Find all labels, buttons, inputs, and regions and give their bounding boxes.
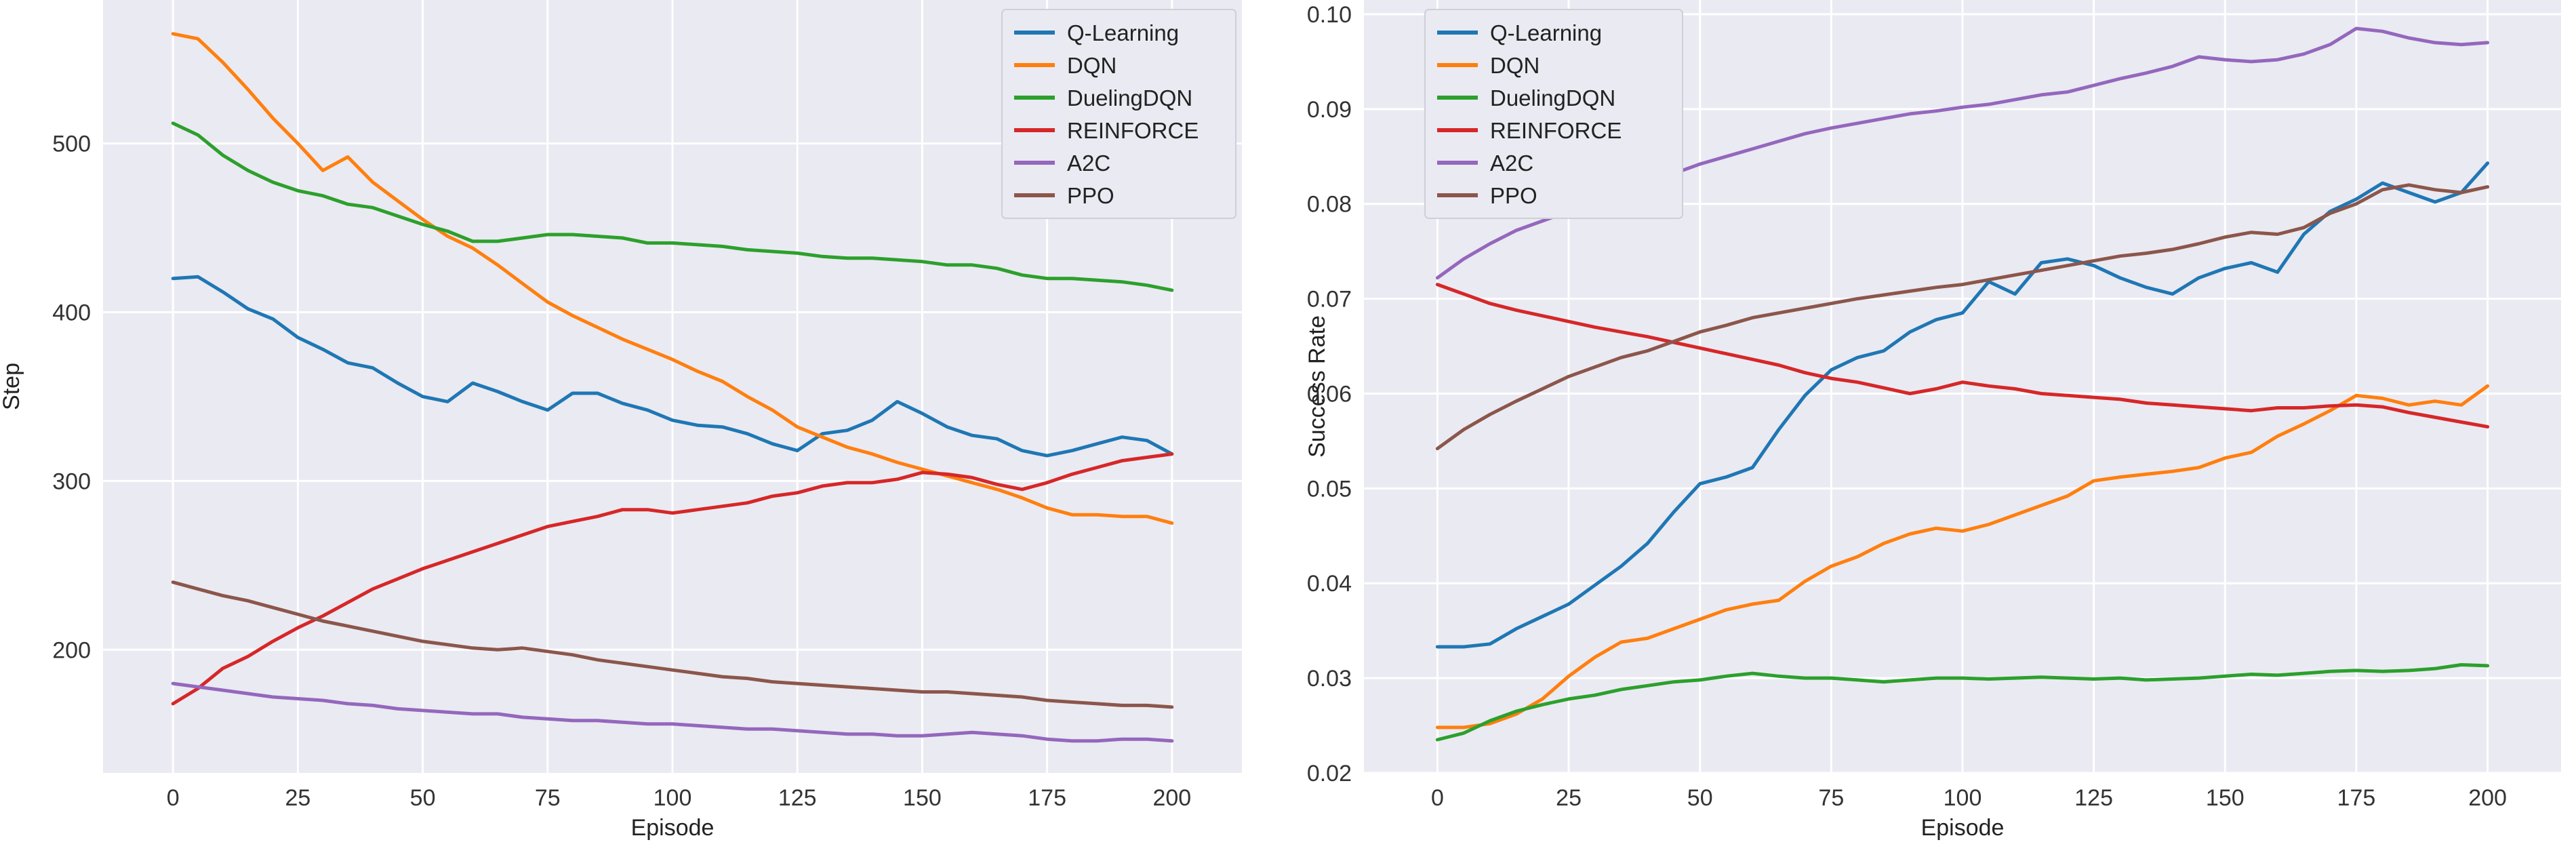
series-line-reinforce	[171, 452, 1174, 706]
series-line-dqn	[1435, 384, 2490, 730]
legend-label: REINFORCE	[1067, 118, 1199, 143]
series-line-dqn	[171, 32, 1174, 525]
x-tick-label: 0	[167, 785, 180, 811]
y-tick-label: 0.03	[1307, 666, 1352, 692]
y-tick-label: 0.04	[1307, 571, 1352, 597]
y-tick-label: 200	[52, 637, 91, 663]
x-axis-label: Episode	[1921, 815, 2005, 841]
series-line-q-learning	[171, 275, 1174, 458]
legend-label: DuelingDQN	[1490, 85, 1615, 111]
y-tick-label: 0.09	[1307, 97, 1352, 123]
x-tick-label: 50	[410, 785, 436, 811]
series-line-reinforce	[1435, 283, 2490, 428]
x-tick-label: 125	[778, 785, 817, 811]
legend-label: Q-Learning	[1490, 20, 1602, 45]
x-tick-label: 50	[1687, 785, 1713, 811]
legend: Q-Learning DQN DuelingDQN REINFORCE A2C PPO	[1001, 9, 1236, 219]
x-tick-label: 200	[2468, 785, 2507, 811]
x-tick-label: 100	[653, 785, 692, 811]
y-tick-label: 0.07	[1307, 287, 1352, 313]
chart-0: 0 25 50 75 100 125 150 175 200 200 300 400 500 Episod…	[0, 0, 1242, 841]
legend-label: PPO	[1067, 183, 1114, 208]
x-tick-label: 0	[1431, 785, 1444, 811]
x-tick-label: 125	[2074, 785, 2113, 811]
y-tick-label: 0.08	[1307, 192, 1352, 218]
y-tick-label: 500	[52, 132, 91, 157]
x-axis-label: Episode	[631, 815, 715, 841]
series-line-duelingdqn	[171, 121, 1174, 292]
series-line-a2c	[171, 681, 1174, 743]
y-tick-label: 300	[52, 469, 91, 494]
y-axis-label: Step	[0, 363, 24, 410]
x-tick-label: 75	[535, 785, 561, 811]
x-tick-label: 175	[2337, 785, 2376, 811]
legend-label: Q-Learning	[1067, 20, 1179, 45]
x-tick-label: 75	[1818, 785, 1844, 811]
y-tick-label: 0.06	[1307, 381, 1352, 407]
x-tick-label: 25	[1556, 785, 1582, 811]
x-tick-label: 100	[1944, 785, 1982, 811]
legend-label: PPO	[1490, 183, 1537, 208]
y-tick-label: 400	[52, 300, 91, 325]
legend-label: DQN	[1490, 53, 1539, 78]
legend-box	[1001, 9, 1236, 219]
x-tick-label: 150	[2206, 785, 2245, 811]
series-line-q-learning	[1435, 161, 2490, 649]
series-line-duelingdqn	[1435, 663, 2490, 742]
legend-label: DuelingDQN	[1067, 85, 1192, 111]
legend-box	[1424, 9, 1683, 219]
legend-label: A2C	[1067, 151, 1110, 176]
y-tick-label: 0.02	[1307, 761, 1352, 786]
legend-label: DQN	[1067, 53, 1116, 78]
x-tick-label: 175	[1028, 785, 1066, 811]
legend-label: REINFORCE	[1490, 118, 1622, 143]
legend: Q-Learning DQN DuelingDQN REINFORCE A2C PPO	[1424, 9, 1683, 219]
y-tick-label: 0.05	[1307, 476, 1352, 502]
y-axis-label: Success Rate	[1304, 315, 1330, 458]
series-line-ppo	[1435, 183, 2490, 451]
chart-1: 0 25 50 75 100 125 150 175 200 0.02 0.03 0.04 0.05 0.…	[1304, 0, 2561, 841]
series-line-ppo	[171, 580, 1174, 709]
x-tick-label: 25	[285, 785, 310, 811]
x-tick-label: 200	[1152, 785, 1191, 811]
x-tick-label: 150	[903, 785, 942, 811]
y-tick-label: 0.10	[1307, 2, 1352, 28]
legend-label: A2C	[1490, 151, 1533, 176]
